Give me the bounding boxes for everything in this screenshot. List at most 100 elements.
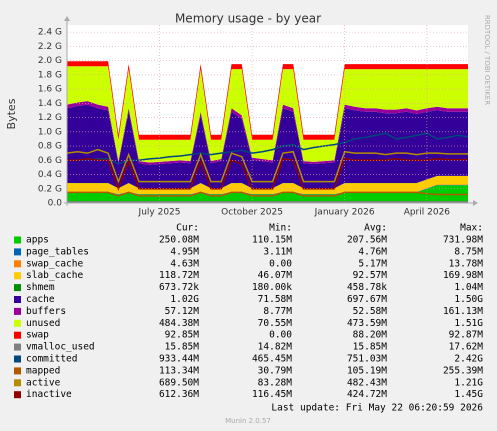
legend-swatch xyxy=(14,379,21,387)
legend-header: Cur: xyxy=(176,223,199,234)
legend-value: 473.59M xyxy=(347,318,387,329)
y-tick-label: 0.6 G xyxy=(38,156,62,166)
legend-swatch xyxy=(14,331,21,339)
legend-swatch xyxy=(14,236,21,244)
legend-value: 207.56M xyxy=(347,235,387,246)
legend-header: Avg: xyxy=(364,223,387,234)
legend-label: unused xyxy=(26,318,60,329)
y-tick-label: 0.0 xyxy=(48,199,63,209)
y-tick-label: 0.4 G xyxy=(38,170,62,180)
legend-value: 113.34M xyxy=(159,365,199,376)
legend-value: 697.67M xyxy=(347,294,387,305)
legend-swatch xyxy=(14,355,21,363)
x-tick-label: July 2025 xyxy=(138,208,181,218)
last-update: Last update: Fri May 22 06:20:59 2026 xyxy=(271,403,483,414)
y-tick-label: 1.8 G xyxy=(38,70,62,80)
legend-label: swap_cache xyxy=(26,258,83,269)
legend-value: 1.21G xyxy=(454,377,483,388)
y-tick-label: 0.2 G xyxy=(38,184,62,194)
legend-value: 161.13M xyxy=(443,306,483,317)
legend-value: 8.77M xyxy=(263,306,292,317)
chart-title: Memory usage - by year xyxy=(175,12,321,26)
legend-value: 116.45M xyxy=(252,389,292,400)
legend-label: committed xyxy=(26,354,77,365)
legend-value: 57.12M xyxy=(165,306,200,317)
legend-label: slab_cache xyxy=(26,270,83,281)
legend-value: 70.55M xyxy=(258,318,293,329)
axis-arrow xyxy=(473,200,478,206)
legend-value: 15.85M xyxy=(353,342,388,353)
y-tick-label: 2.0 G xyxy=(38,56,62,66)
legend-value: 13.78M xyxy=(449,258,484,269)
legend-value: 17.62M xyxy=(449,342,484,353)
legend-value: 933.44M xyxy=(159,354,199,365)
legend-value: 1.02G xyxy=(170,294,199,305)
legend-value: 92.85M xyxy=(165,330,200,341)
series-layer xyxy=(66,61,469,203)
legend-value: 2.42G xyxy=(454,354,483,365)
legend-value: 751.03M xyxy=(347,354,387,365)
legend-swatch xyxy=(14,248,21,256)
legend-value: 673.72k xyxy=(159,282,199,293)
legend-value: 4.95M xyxy=(170,246,199,257)
legend-value: 110.15M xyxy=(252,235,292,246)
legend-header: Min: xyxy=(269,223,292,234)
legend-value: 484.38M xyxy=(159,318,199,329)
legend-label: inactive xyxy=(26,389,72,400)
legend-value: 14.82M xyxy=(258,342,293,353)
legend-swatch xyxy=(14,391,21,399)
area xyxy=(67,185,468,203)
legend-value: 92.57M xyxy=(353,270,388,281)
axis-arrow xyxy=(64,16,70,21)
legend-label: shmem xyxy=(26,282,55,293)
legend-value: 0.00 xyxy=(269,330,292,341)
legend-value: 52.58M xyxy=(353,306,388,317)
legend-swatch xyxy=(14,319,21,327)
legend-value: 46.07M xyxy=(258,270,293,281)
side-note: RRDTOOL / TOBI OETIKER xyxy=(483,15,491,105)
legend-value: 424.72M xyxy=(347,389,387,400)
legend-value: 1.51G xyxy=(454,318,483,329)
line xyxy=(67,191,468,197)
legend-label: vmalloc_used xyxy=(26,342,95,353)
legend-value: 180.00k xyxy=(252,282,292,293)
legend-value: 71.58M xyxy=(258,294,293,305)
legend-swatch xyxy=(14,367,21,375)
legend-swatch xyxy=(14,343,21,351)
legend-value: 689.50M xyxy=(159,377,199,388)
legend-value: 731.98M xyxy=(443,235,483,246)
y-tick-label: 1.4 G xyxy=(38,99,62,109)
legend-swatch xyxy=(14,284,21,292)
legend-label: apps xyxy=(26,235,49,246)
axes: 0.0 0.2 G 0.4 G 0.6 G 0.8 G 1.0 G 1.2 G 1.4 G 1.… xyxy=(38,16,478,218)
y-tick-label: 1.0 G xyxy=(38,127,62,137)
legend-value: 105.19M xyxy=(347,365,387,376)
legend-value: 4.63M xyxy=(170,258,199,269)
legend-value: 1.04M xyxy=(454,282,483,293)
legend-value: 255.39M xyxy=(443,365,483,376)
legend-label: mapped xyxy=(26,365,60,376)
legend-header: Max: xyxy=(460,223,483,234)
legend-value: 92.87M xyxy=(449,330,484,341)
legend-label: active xyxy=(26,377,61,388)
version: Munin 2.0.57 xyxy=(225,417,271,425)
legend-value: 0.00 xyxy=(269,258,292,269)
legend-value: 465.45M xyxy=(252,354,292,365)
legend-label: page_tables xyxy=(26,246,89,257)
y-tick-label: 0.8 G xyxy=(38,142,62,152)
y-tick-label: 2.4 G xyxy=(38,28,62,38)
legend-value: 8.75M xyxy=(454,246,483,257)
legend-value: 30.79M xyxy=(258,365,293,376)
x-tick-label: October 2025 xyxy=(221,208,283,218)
legend-value: 15.85M xyxy=(165,342,200,353)
legend-swatch xyxy=(14,260,21,268)
legend-value: 1.50G xyxy=(454,294,483,305)
legend-value: 88.20M xyxy=(353,330,388,341)
legend-swatch xyxy=(14,307,21,315)
y-tick-label: 1.6 G xyxy=(38,85,62,95)
line xyxy=(66,148,468,184)
legend-label: cache xyxy=(26,294,55,305)
legend-value: 458.78k xyxy=(347,282,387,293)
area xyxy=(67,66,468,163)
